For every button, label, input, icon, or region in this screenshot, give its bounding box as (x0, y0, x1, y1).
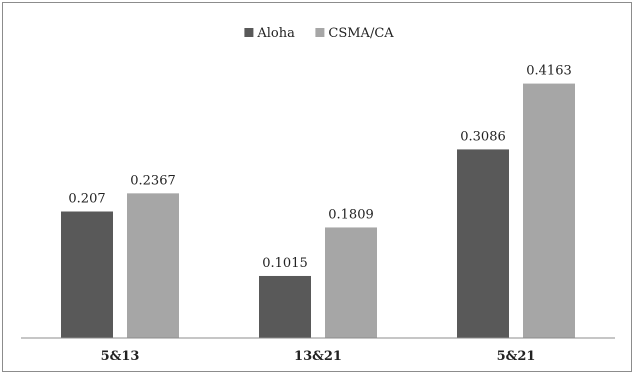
bar-aloha-5-21 (457, 149, 509, 338)
bars-group (61, 83, 575, 338)
legend-label-csma-ca: CSMA/CA (328, 26, 394, 41)
x-tick-label-5-21: 5&21 (497, 349, 536, 364)
x-tick-label-13-21: 13&21 (294, 349, 342, 364)
legend: Aloha CSMA/CA (244, 26, 394, 41)
data-label-csma-ca-5-21: 0.4163 (526, 64, 572, 79)
bar-csma-ca-5-21 (523, 83, 575, 338)
legend-swatch-csma-ca (315, 28, 325, 37)
data-labels-group: 0.207 0.2367 0.1015 0.1809 0.3086 0.4163 (68, 64, 571, 271)
legend-swatch-aloha (244, 28, 254, 37)
bar-chart: Aloha CSMA/CA 0.207 0.2367 0.1015 0.1809 0.30… (21, 26, 615, 364)
x-tick-label-5-13: 5&13 (101, 349, 140, 364)
x-tick-labels-group: 5&13 13&21 5&21 (101, 349, 536, 364)
legend-label-aloha: Aloha (256, 26, 295, 41)
bar-aloha-13-21 (259, 275, 311, 338)
chart-frame: Aloha CSMA/CA 0.207 0.2367 0.1015 0.1809 0.30… (2, 2, 632, 372)
data-label-aloha-5-21: 0.3086 (460, 129, 506, 144)
bar-csma-ca-5-13 (127, 193, 179, 338)
data-label-csma-ca-5-13: 0.2367 (130, 173, 176, 188)
bar-aloha-5-13 (61, 211, 113, 338)
bar-csma-ca-13-21 (325, 227, 377, 338)
data-label-csma-ca-13-21: 0.1809 (328, 207, 374, 222)
data-label-aloha-5-13: 0.207 (68, 192, 105, 207)
data-label-aloha-13-21: 0.1015 (262, 256, 308, 271)
